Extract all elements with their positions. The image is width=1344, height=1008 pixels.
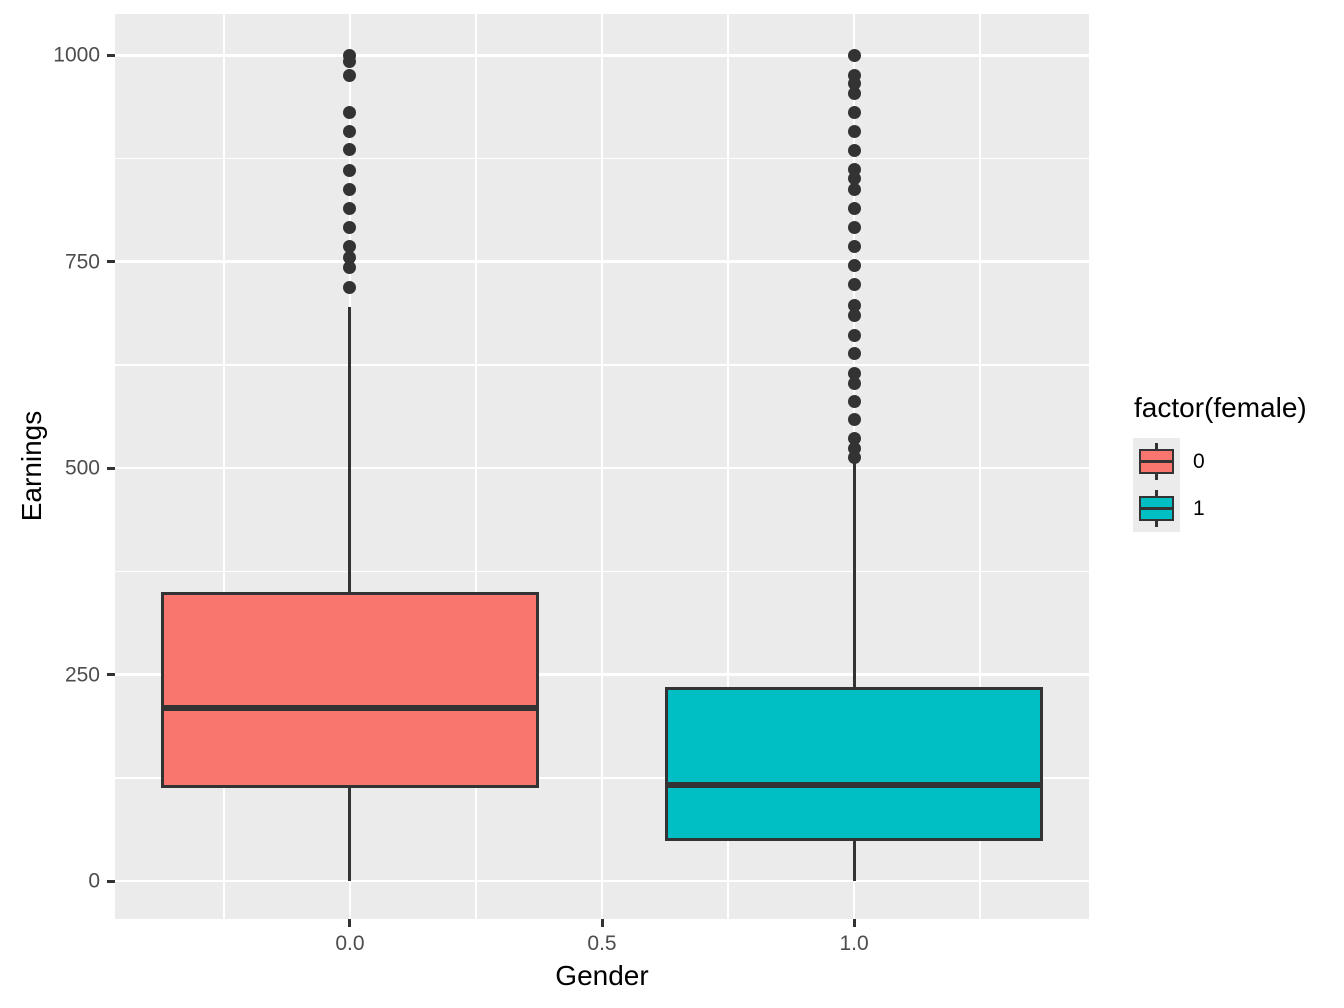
outlier-dot <box>343 124 357 138</box>
x-tick-mark <box>600 919 604 927</box>
y-tick-mark <box>107 879 115 883</box>
legend-key-0 <box>1133 438 1180 485</box>
x-tick-mark <box>852 919 856 927</box>
outlier-dot <box>847 76 861 90</box>
outlier-dot <box>847 105 861 119</box>
legend-key-median-line <box>1139 460 1174 463</box>
outlier-dot <box>847 86 861 100</box>
outlier-dot <box>847 412 861 426</box>
outlier-dot <box>343 68 357 82</box>
x-tick-mark <box>348 919 352 927</box>
legend-entry-label: 1 <box>1193 496 1205 520</box>
outlier-dot <box>343 183 357 197</box>
legend-title: factor(female) <box>1134 392 1307 423</box>
y-tick-mark <box>107 53 115 57</box>
outlier-dot <box>343 260 357 274</box>
outlier-dot <box>847 376 861 390</box>
x-tick-label: 1.0 <box>839 932 869 955</box>
outlier-dot <box>847 366 861 380</box>
whisker-lower-0 <box>348 787 352 881</box>
y-tick-mark <box>107 466 115 470</box>
outlier-dot <box>847 450 861 464</box>
box-1 <box>665 686 1044 842</box>
gridline-minor-v <box>979 14 981 919</box>
plot-panel <box>115 14 1089 919</box>
outlier-dot <box>847 346 861 360</box>
legend-key-median-line <box>1139 507 1174 510</box>
outlier-dot <box>847 431 861 445</box>
y-tick-label: 750 <box>64 250 100 274</box>
outlier-dot <box>343 163 357 177</box>
outlier-dot <box>343 251 357 265</box>
gridline-minor-v <box>727 14 729 919</box>
legend-key-1 <box>1133 485 1180 532</box>
y-tick-mark <box>107 673 115 677</box>
outlier-dot <box>847 298 861 312</box>
box-0 <box>160 592 539 788</box>
outlier-dot <box>847 48 861 62</box>
outlier-dot <box>343 202 357 216</box>
outlier-dot <box>847 328 861 342</box>
outlier-dot <box>343 142 357 156</box>
gridline-major-v <box>600 14 604 919</box>
median-line-1 <box>668 782 1041 789</box>
outlier-dot <box>847 143 861 157</box>
outlier-dot <box>847 201 861 215</box>
outlier-dot <box>343 55 357 69</box>
outlier-dot <box>343 105 357 119</box>
outlier-dot <box>847 124 861 138</box>
x-tick-label: 0.0 <box>335 932 365 955</box>
x-axis-title: Gender <box>555 960 649 991</box>
y-tick-label: 250 <box>64 663 100 687</box>
whisker-upper-0 <box>348 307 352 592</box>
outlier-dot <box>847 308 861 322</box>
outlier-dot <box>847 240 861 254</box>
outlier-dot <box>847 394 861 408</box>
whisker-lower-1 <box>852 841 856 881</box>
y-tick-label: 500 <box>64 456 100 480</box>
outlier-dot <box>847 183 861 197</box>
gridline-minor-v <box>223 14 225 919</box>
outlier-dot <box>847 221 861 235</box>
outlier-dot <box>343 221 357 235</box>
outlier-dot <box>847 258 861 272</box>
legend-entry-label: 0 <box>1193 449 1205 473</box>
outlier-dot <box>847 278 861 292</box>
y-tick-label: 0 <box>88 869 100 893</box>
y-tick-mark <box>107 260 115 264</box>
outlier-dot <box>343 280 357 294</box>
gridline-minor-v <box>475 14 477 919</box>
median-line-0 <box>163 704 536 711</box>
y-tick-label: 1000 <box>53 43 100 67</box>
x-tick-label: 0.5 <box>587 932 617 955</box>
whisker-upper-1 <box>852 463 856 687</box>
legend-entry-0: 0 <box>1133 438 1307 485</box>
outlier-dot <box>343 240 357 254</box>
legend-entry-1: 1 <box>1133 485 1307 532</box>
outlier-dot <box>847 171 861 185</box>
